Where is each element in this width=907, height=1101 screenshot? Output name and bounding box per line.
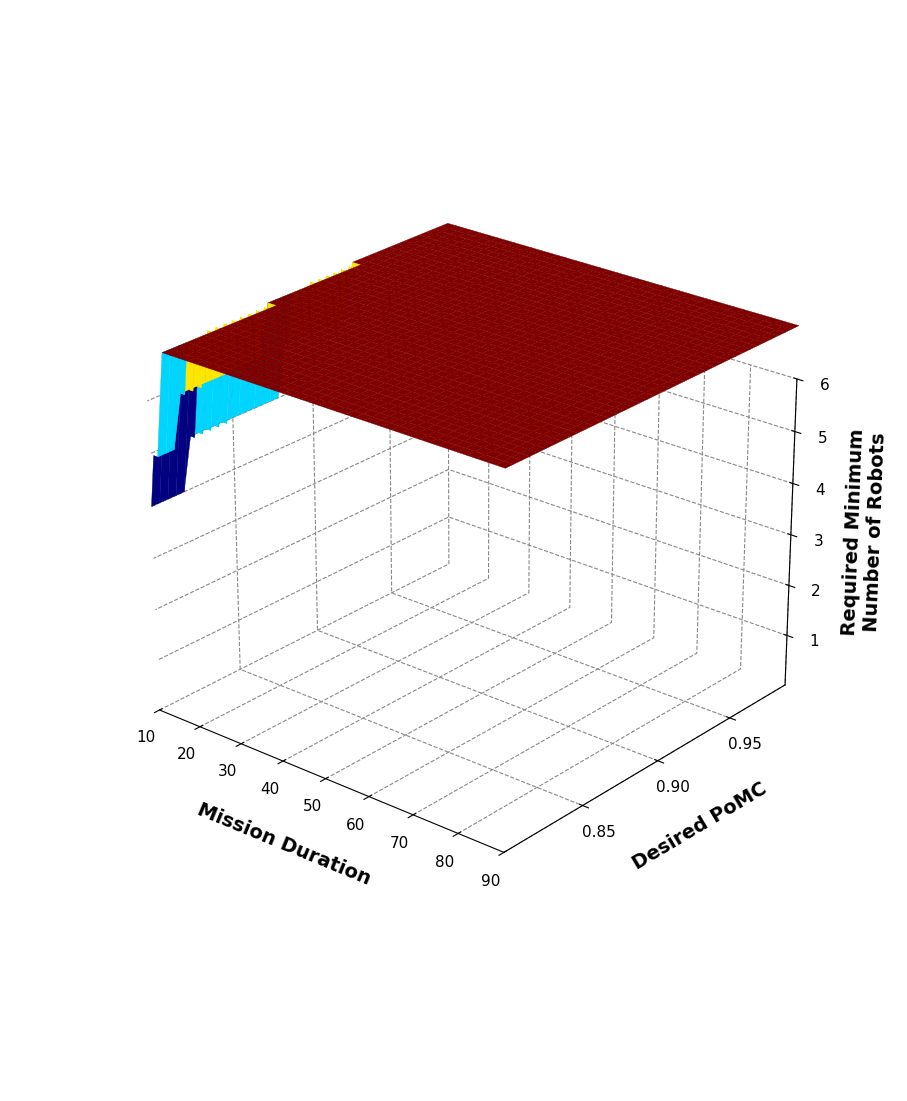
- Y-axis label: Desired PoMC: Desired PoMC: [629, 778, 770, 873]
- X-axis label: Mission Duration: Mission Duration: [194, 799, 374, 889]
